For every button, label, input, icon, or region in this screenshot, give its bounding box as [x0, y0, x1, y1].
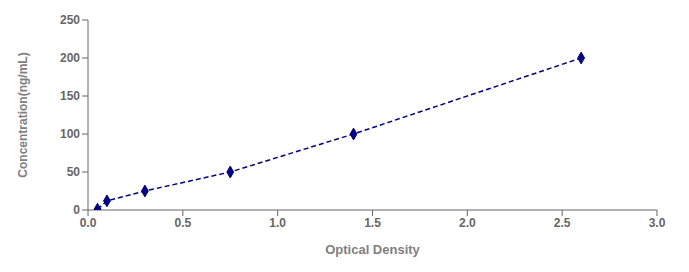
- svg-text:2.5: 2.5: [554, 216, 571, 230]
- svg-text:0: 0: [73, 203, 80, 217]
- svg-text:150: 150: [60, 89, 80, 103]
- svg-text:Optical Density: Optical Density: [325, 242, 420, 257]
- svg-text:250: 250: [60, 13, 80, 27]
- svg-text:0.0: 0.0: [80, 216, 97, 230]
- svg-text:50: 50: [67, 165, 81, 179]
- svg-text:100: 100: [60, 127, 80, 141]
- svg-text:0.5: 0.5: [174, 216, 191, 230]
- svg-text:1.0: 1.0: [269, 216, 286, 230]
- svg-text:200: 200: [60, 51, 80, 65]
- svg-text:3.0: 3.0: [649, 216, 666, 230]
- svg-text:2.0: 2.0: [459, 216, 476, 230]
- svg-text:1.5: 1.5: [364, 216, 381, 230]
- svg-text:Concentration(ng/mL): Concentration(ng/mL): [16, 52, 30, 177]
